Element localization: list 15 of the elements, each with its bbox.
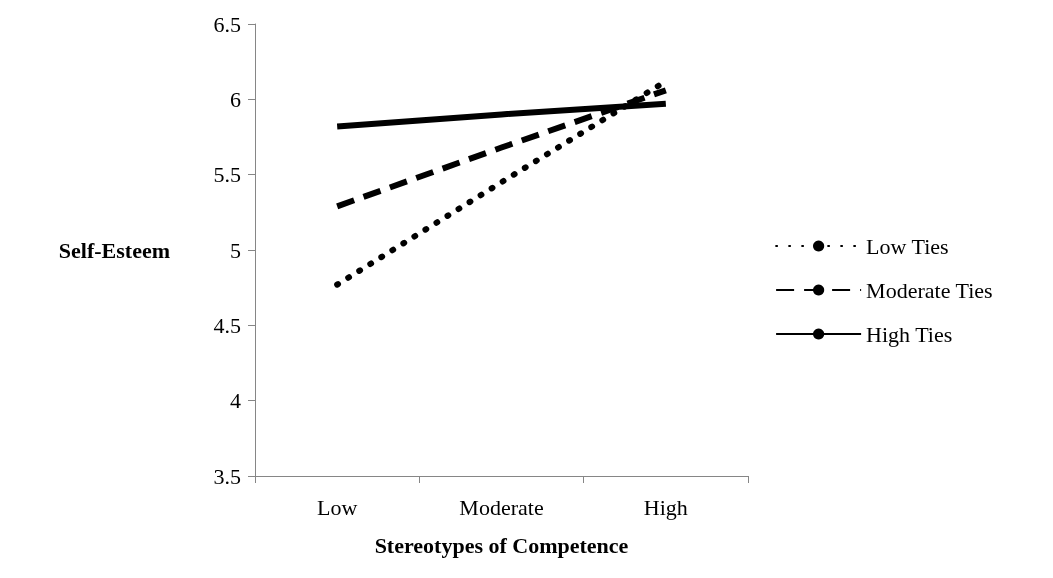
x-tick-label: High bbox=[643, 494, 688, 520]
y-tick-label: 6.5 bbox=[213, 11, 241, 37]
legend-label: High Ties bbox=[866, 321, 953, 347]
y-tick-label: 5.5 bbox=[213, 162, 241, 188]
x-tick-label: Low bbox=[317, 494, 358, 520]
y-tick-label: 4.5 bbox=[213, 312, 241, 338]
legend-label: Moderate Ties bbox=[866, 277, 993, 303]
x-tick-label: Moderate bbox=[459, 494, 544, 520]
y-tick-label: 5 bbox=[230, 237, 241, 263]
y-tick-label: 3.5 bbox=[213, 463, 241, 489]
x-axis-title: Stereotypes of Competence bbox=[374, 532, 629, 558]
y-axis-title: Self-Esteem bbox=[58, 237, 170, 263]
y-tick-label: 4 bbox=[230, 388, 241, 414]
legend-label: Low Ties bbox=[866, 233, 949, 259]
y-tick-label: 6 bbox=[230, 86, 241, 112]
